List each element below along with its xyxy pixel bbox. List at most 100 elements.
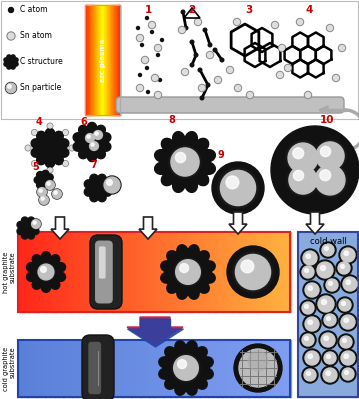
Bar: [119, 5, 120, 115]
Circle shape: [248, 351, 268, 371]
Circle shape: [145, 16, 149, 20]
Bar: [276, 340, 281, 397]
Bar: [59, 340, 64, 397]
Bar: [188, 232, 192, 312]
Circle shape: [319, 331, 337, 349]
Circle shape: [171, 148, 199, 176]
Circle shape: [343, 277, 357, 291]
Bar: [239, 232, 243, 312]
Circle shape: [153, 75, 158, 81]
Circle shape: [338, 262, 350, 274]
Text: 6: 6: [80, 117, 87, 127]
Circle shape: [233, 252, 273, 292]
Bar: [215, 232, 219, 312]
Text: C structure: C structure: [20, 57, 63, 67]
Circle shape: [53, 190, 61, 198]
Circle shape: [247, 91, 253, 99]
Polygon shape: [306, 212, 324, 234]
Circle shape: [307, 371, 311, 375]
Bar: [36, 340, 41, 397]
Circle shape: [305, 283, 319, 297]
Circle shape: [38, 188, 46, 196]
Bar: [18, 340, 290, 397]
Circle shape: [342, 368, 354, 380]
Bar: [222, 340, 227, 397]
Bar: [94, 5, 95, 115]
Bar: [225, 232, 229, 312]
Text: cold graphite
substrate: cold graphite substrate: [3, 346, 16, 391]
Text: 4: 4: [36, 117, 43, 127]
Bar: [89, 5, 90, 115]
Bar: [106, 5, 107, 115]
Bar: [104, 340, 109, 397]
Bar: [107, 5, 108, 115]
Bar: [229, 232, 233, 312]
Bar: [59, 232, 63, 312]
Circle shape: [234, 20, 239, 24]
Circle shape: [305, 351, 319, 365]
Circle shape: [293, 148, 304, 159]
Bar: [32, 340, 37, 397]
Circle shape: [39, 195, 49, 205]
Circle shape: [93, 130, 103, 140]
Circle shape: [304, 369, 316, 381]
Bar: [104, 5, 105, 115]
Circle shape: [104, 177, 120, 193]
Bar: [114, 5, 115, 115]
Bar: [38, 232, 42, 312]
Bar: [266, 232, 270, 312]
Circle shape: [220, 170, 256, 205]
Bar: [144, 232, 148, 312]
Circle shape: [137, 85, 143, 91]
Circle shape: [136, 34, 144, 41]
Circle shape: [47, 123, 53, 129]
Circle shape: [227, 246, 279, 298]
Bar: [198, 232, 202, 312]
Bar: [45, 232, 49, 312]
Circle shape: [302, 266, 314, 278]
Bar: [120, 232, 124, 312]
Bar: [178, 232, 182, 312]
Bar: [136, 340, 141, 397]
Circle shape: [325, 247, 328, 251]
Circle shape: [214, 77, 222, 83]
Bar: [117, 5, 118, 115]
Polygon shape: [155, 132, 215, 192]
Bar: [0, 120, 359, 235]
Circle shape: [304, 269, 308, 273]
Circle shape: [194, 53, 198, 57]
Circle shape: [48, 168, 52, 172]
Circle shape: [272, 22, 278, 28]
Bar: [81, 340, 87, 397]
Circle shape: [213, 48, 217, 52]
Circle shape: [37, 263, 55, 281]
Bar: [137, 232, 141, 312]
Text: 10: 10: [320, 115, 335, 125]
Bar: [111, 5, 112, 115]
Circle shape: [338, 334, 354, 350]
Circle shape: [318, 296, 334, 312]
Circle shape: [208, 53, 213, 57]
Bar: [55, 232, 59, 312]
Polygon shape: [84, 174, 112, 202]
Bar: [94, 5, 95, 115]
Bar: [52, 232, 56, 312]
Polygon shape: [159, 341, 213, 395]
Bar: [85, 5, 87, 115]
Bar: [145, 340, 150, 397]
Circle shape: [314, 140, 346, 172]
Text: arc plasma: arc plasma: [99, 38, 106, 82]
Bar: [118, 5, 119, 115]
Circle shape: [174, 258, 202, 286]
Circle shape: [52, 189, 62, 199]
Text: 1: 1: [145, 5, 152, 15]
Circle shape: [199, 85, 205, 91]
Bar: [118, 5, 119, 115]
Bar: [87, 5, 88, 115]
Bar: [191, 232, 195, 312]
Bar: [103, 5, 104, 115]
Bar: [147, 232, 151, 312]
Circle shape: [341, 265, 344, 269]
Circle shape: [321, 299, 327, 304]
Bar: [174, 232, 178, 312]
